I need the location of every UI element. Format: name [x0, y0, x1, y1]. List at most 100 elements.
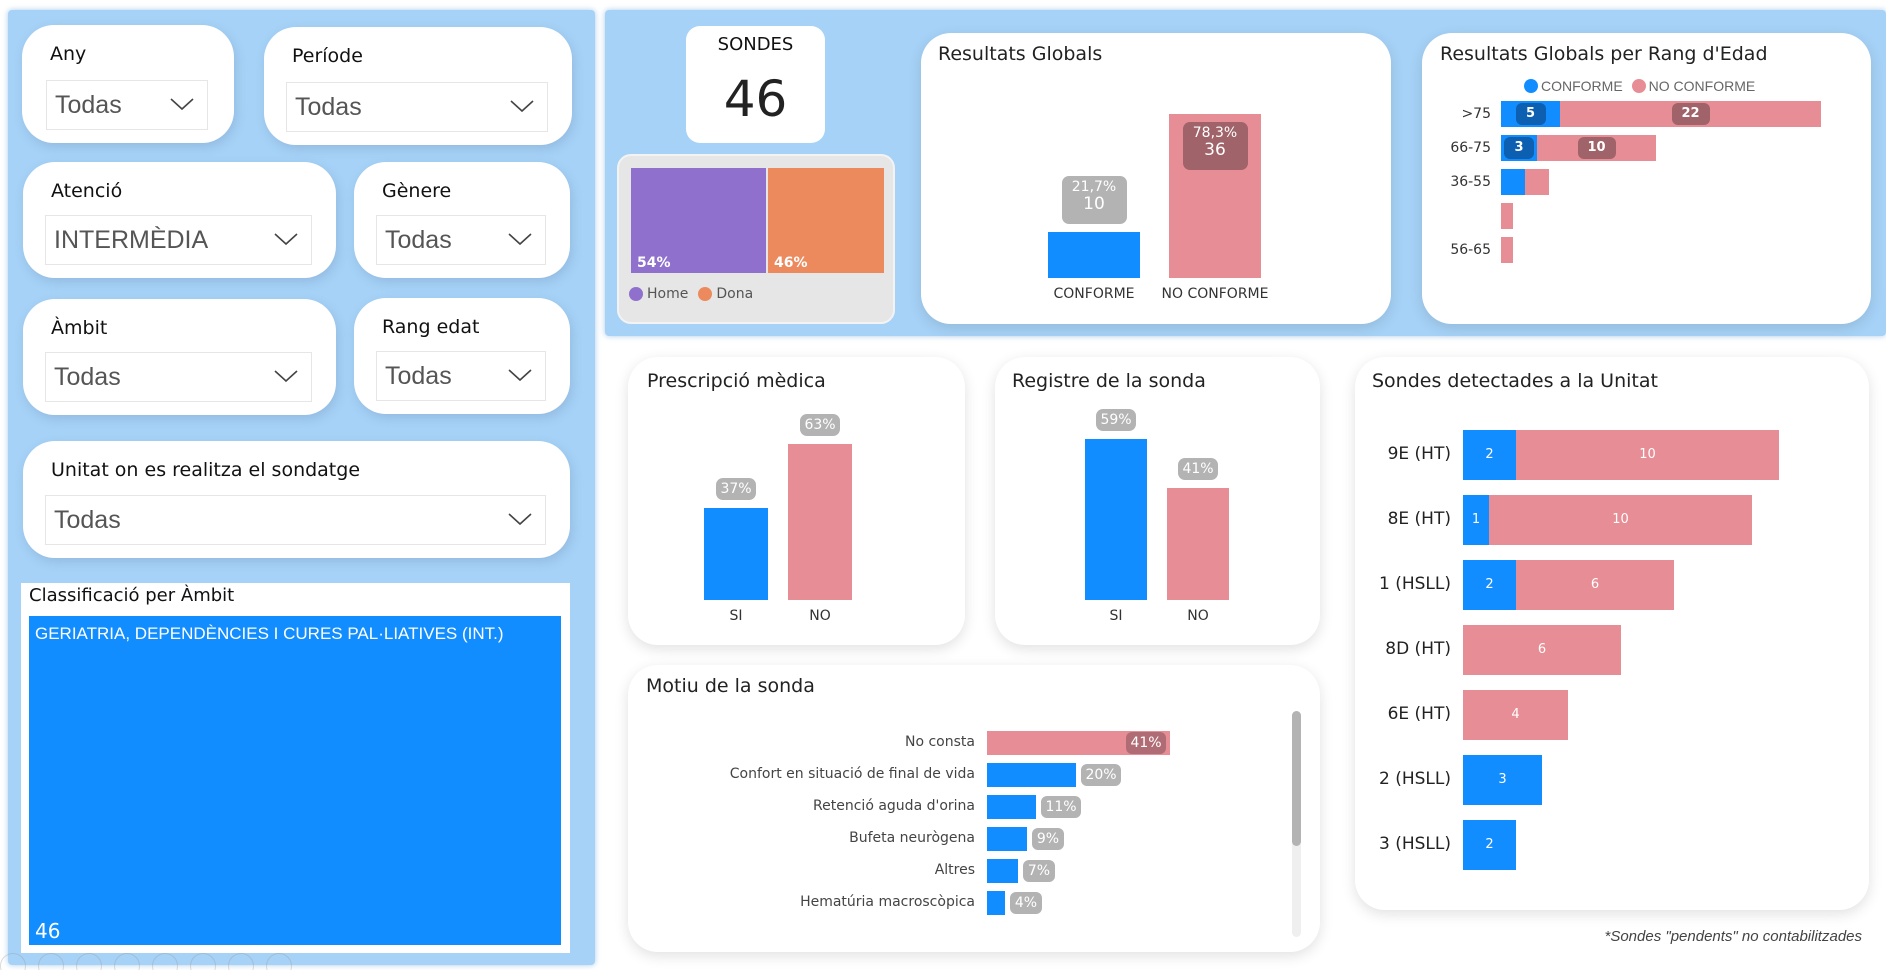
- treemap-category: GERIATRIA, DEPENDÈNCIES I CURES PAL·LIAT…: [35, 624, 504, 643]
- bar-conforme[interactable]: [1048, 232, 1140, 278]
- slicer-atencio: Atenció INTERMÈDIA: [23, 162, 336, 278]
- slides-icon[interactable]: [114, 953, 140, 970]
- slicer-label: Període: [292, 45, 363, 67]
- dropdown-unitat[interactable]: Todas: [45, 495, 546, 545]
- pointer-icon[interactable]: [38, 953, 64, 970]
- bar-segment-no-conforme[interactable]: 6: [1516, 560, 1674, 610]
- value-label: 36: [1204, 140, 1226, 161]
- dropdown-genere[interactable]: Todas: [376, 215, 546, 265]
- dropdown-value: Todas: [385, 225, 452, 254]
- bar-segment-no-conforme[interactable]: [1501, 237, 1513, 263]
- gender-tile-home[interactable]: 54%: [631, 168, 766, 273]
- value-label: 63%: [804, 417, 836, 433]
- dropdown-value: Todas: [385, 361, 452, 390]
- category-label: No consta: [905, 734, 975, 750]
- bar-segment-conforme[interactable]: 2: [1463, 820, 1516, 870]
- category-label: NO: [1187, 608, 1209, 624]
- category-label: Bufeta neurògena: [849, 830, 975, 846]
- dropdown-ambit[interactable]: Todas: [45, 352, 312, 402]
- category-label: Confort en situació de final de vida: [729, 766, 975, 782]
- bar-segment-conforme[interactable]: 3: [1501, 135, 1537, 161]
- prescripcio-card: Prescripció mèdica SI 37% NO 63%: [628, 357, 965, 645]
- treemap-value: 46: [35, 919, 61, 943]
- dropdown-atencio[interactable]: INTERMÈDIA: [45, 215, 312, 265]
- legend-dot-conforme: [1524, 79, 1538, 93]
- slicer-ambit: Àmbit Todas: [23, 299, 336, 415]
- data-label: 3: [1504, 137, 1534, 159]
- bar-segment-no-conforme[interactable]: [1525, 169, 1549, 195]
- data-label: 21,7% 10: [1061, 176, 1127, 224]
- tile-label: 46%: [774, 255, 808, 271]
- bar-segment-no-conforme[interactable]: 22: [1560, 101, 1821, 127]
- dropdown-rang-edat[interactable]: Todas: [376, 351, 546, 401]
- bar-segment-conforme[interactable]: [1501, 169, 1525, 195]
- subtitles-icon[interactable]: [190, 953, 216, 970]
- legend-dot-no-conforme: [1631, 79, 1646, 93]
- category-label: NO: [809, 608, 831, 624]
- bar-no[interactable]: [1167, 488, 1229, 600]
- bar-segment-no-conforme[interactable]: 10: [1516, 430, 1779, 480]
- data-label: 1: [1471, 512, 1481, 527]
- data-label: 5: [1515, 103, 1546, 125]
- data-label: 41%: [1126, 732, 1166, 754]
- chart-title: Registre de la sonda: [1012, 370, 1206, 392]
- bar[interactable]: [987, 795, 1036, 819]
- bar[interactable]: [987, 827, 1027, 851]
- bar-segment-conforme[interactable]: 5: [1501, 101, 1560, 127]
- treemap-tile[interactable]: GERIATRIA, DEPENDÈNCIES I CURES PAL·LIAT…: [29, 616, 561, 945]
- bar-segment-no-conforme[interactable]: 6: [1463, 625, 1621, 675]
- kpi-card: SONDES 46: [686, 26, 825, 143]
- bar-segment-no-conforme[interactable]: 10: [1489, 495, 1752, 545]
- rang-edat-card: Resultats Globals per Rang d'Edad CONFOR…: [1422, 33, 1871, 324]
- registre-plot: SI 59% NO 41%: [995, 357, 1320, 645]
- bar-no[interactable]: [788, 444, 852, 600]
- camera-icon[interactable]: [228, 953, 254, 970]
- bar-segment-no-conforme[interactable]: 10: [1537, 135, 1656, 161]
- bar-segment-conforme[interactable]: 3: [1463, 755, 1542, 805]
- motiu-card: Motiu de la sonda No consta 41% Confort en…: [628, 665, 1320, 952]
- scrollbar-thumb[interactable]: [1292, 711, 1301, 846]
- classificacio-title: Classificació per Àmbit: [29, 585, 235, 606]
- gender-treemap: 54% 46%: [631, 168, 884, 273]
- category-label: 56-65: [1450, 242, 1491, 258]
- chevron-down-icon: [508, 369, 532, 382]
- scrollbar-track[interactable]: [1292, 711, 1301, 937]
- data-label: 10: [1577, 137, 1616, 159]
- bar-segment-no-conforme[interactable]: [1501, 203, 1513, 229]
- category-label: Altres: [934, 862, 975, 878]
- bar-segment-conforme[interactable]: 2: [1463, 560, 1516, 610]
- category-label: 6E (HT): [1387, 704, 1451, 724]
- dropdown-periode[interactable]: Todas: [286, 82, 548, 132]
- data-label: 10: [1612, 512, 1629, 527]
- chevron-down-icon: [508, 233, 532, 246]
- legend-dot-home: [629, 287, 643, 301]
- bar-si[interactable]: [704, 508, 768, 600]
- category-label: NO CONFORME: [1161, 286, 1269, 302]
- chart-title: Motiu de la sonda: [646, 675, 815, 697]
- chart-title: Prescripció mèdica: [647, 370, 826, 392]
- chevron-down-icon: [274, 370, 298, 383]
- data-label: 59%: [1096, 409, 1136, 431]
- category-label: Hematúria macroscòpica: [800, 894, 975, 910]
- slicer-label: Any: [50, 43, 87, 65]
- category-label: 2 (HSLL): [1378, 769, 1451, 789]
- bar-segment-no-conforme[interactable]: 4: [1463, 690, 1568, 740]
- chevron-down-icon: [274, 233, 298, 246]
- bar-segment-conforme[interactable]: 2: [1463, 430, 1516, 480]
- pen-icon[interactable]: [76, 953, 102, 970]
- bar[interactable]: [987, 859, 1018, 883]
- bar[interactable]: [987, 763, 1076, 787]
- bar-si[interactable]: [1085, 439, 1147, 600]
- dropdown-any[interactable]: Todas: [46, 80, 208, 130]
- kpi-label: SONDES: [717, 34, 794, 55]
- gender-tile-dona[interactable]: 46%: [768, 168, 884, 273]
- slicer-any: Any Todas: [22, 25, 234, 143]
- category-label: CONFORME: [1053, 286, 1135, 302]
- value-label: 59%: [1100, 412, 1132, 428]
- bar[interactable]: [987, 891, 1005, 915]
- bar-segment-conforme[interactable]: 1: [1463, 495, 1489, 545]
- back-icon[interactable]: [0, 953, 26, 970]
- more-icon[interactable]: [266, 953, 292, 970]
- gender-legend: Home Dona: [629, 286, 753, 302]
- zoom-icon[interactable]: [152, 953, 178, 970]
